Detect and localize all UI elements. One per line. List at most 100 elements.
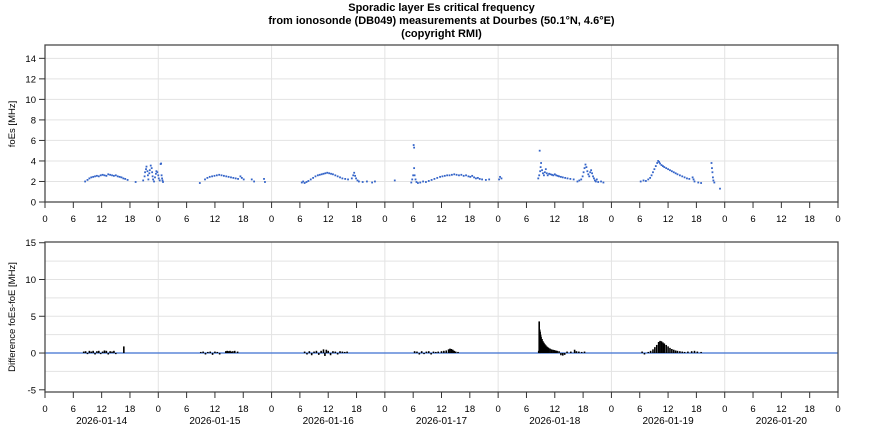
- scatter-point: [688, 178, 691, 180]
- y-tick-label: 5: [31, 312, 36, 323]
- scatter-point: [455, 173, 458, 176]
- date-label: 2026-01-19: [642, 416, 694, 427]
- hour-tick-label: 0: [495, 404, 500, 415]
- scatter-point: [122, 177, 125, 180]
- scatter-point: [371, 181, 374, 184]
- scatter-point: [134, 181, 137, 183]
- scatter-point: [443, 174, 446, 177]
- scatter-point: [595, 178, 598, 181]
- hour-tick-label: 6: [750, 214, 755, 225]
- scatter-point: [105, 174, 108, 177]
- scatter-point: [647, 178, 650, 181]
- scatter-point: [660, 164, 663, 166]
- hour-tick-label: 12: [663, 404, 674, 415]
- scatter-point: [644, 180, 647, 182]
- scatter-point: [227, 175, 230, 178]
- scatter-point: [316, 174, 319, 177]
- scatter-point: [597, 181, 600, 183]
- scatter-point: [552, 174, 555, 177]
- hour-tick-label: 6: [71, 404, 76, 415]
- scatter-point: [541, 169, 543, 172]
- scatter-point: [160, 162, 163, 165]
- scatter-point: [149, 164, 152, 167]
- bottom-panel-frame: [44, 241, 839, 393]
- hour-tick-label: 0: [835, 404, 840, 415]
- scatter-point: [211, 175, 213, 178]
- scatter-point: [537, 177, 540, 180]
- hour-tick-label: 18: [578, 214, 589, 225]
- scatter-point: [642, 179, 645, 182]
- scatter-point: [147, 174, 149, 177]
- scatter-point: [473, 176, 475, 179]
- scatter-point: [710, 162, 713, 164]
- scatter-point: [328, 172, 331, 175]
- scatter-point: [118, 175, 121, 178]
- scatter-point: [307, 180, 310, 182]
- scatter-point: [665, 167, 668, 170]
- scatter-point: [155, 172, 157, 175]
- scatter-point: [157, 177, 160, 180]
- hour-tick-label: 12: [776, 214, 787, 225]
- scatter-point: [639, 180, 642, 183]
- scatter-point: [650, 174, 653, 177]
- scatter-point: [499, 175, 501, 178]
- scatter-point: [600, 180, 602, 183]
- hour-tick-label: 6: [297, 404, 302, 415]
- scatter-point: [582, 171, 585, 174]
- scatter-point: [320, 173, 323, 176]
- scatter-point: [593, 177, 595, 180]
- scatter-point: [225, 175, 228, 178]
- scatter-point: [144, 171, 146, 174]
- scatter-point: [693, 180, 696, 183]
- scatter-point: [576, 180, 579, 183]
- scatter-point: [539, 166, 542, 169]
- scatter-point: [120, 176, 123, 179]
- hour-tick-label: 0: [156, 214, 161, 225]
- scatter-point: [697, 181, 700, 184]
- scatter-point: [422, 180, 424, 183]
- hour-tick-label: 18: [238, 404, 249, 415]
- scatter-point: [147, 178, 150, 181]
- scatter-point: [101, 173, 104, 176]
- hour-tick-label: 6: [184, 214, 189, 225]
- scatter-point: [669, 169, 671, 172]
- scatter-point: [652, 171, 654, 174]
- scatter-point: [544, 168, 547, 171]
- hour-tick-label: 12: [549, 404, 560, 415]
- scatter-point: [146, 170, 149, 173]
- scatter-point: [678, 174, 681, 177]
- scatter-point: [213, 174, 216, 177]
- scatter-point: [581, 175, 584, 178]
- scatter-point: [692, 178, 695, 181]
- y-tick-label: 8: [31, 115, 36, 126]
- scatter-point: [674, 172, 677, 175]
- scatter-point: [500, 177, 503, 180]
- scatter-point: [469, 175, 472, 178]
- scatter-point: [587, 173, 590, 176]
- scatter-point: [204, 178, 206, 181]
- scatter-point: [413, 146, 416, 149]
- scatter-point: [161, 179, 164, 182]
- scatter-point: [602, 181, 605, 184]
- scatter-point: [90, 176, 93, 179]
- scatter-point: [157, 174, 160, 177]
- scatter-point: [162, 181, 164, 183]
- scatter-point: [553, 173, 556, 176]
- scatter-point: [242, 178, 245, 181]
- scatter-point: [326, 171, 329, 174]
- scatter-point: [412, 174, 415, 177]
- scatter-point: [549, 173, 552, 176]
- scatter-point: [357, 180, 360, 183]
- scatter-point: [161, 177, 163, 180]
- y-tick-label: 0: [31, 198, 36, 209]
- hour-tick-label: 0: [609, 214, 614, 225]
- scatter-point: [356, 179, 359, 182]
- scatter-point: [653, 168, 656, 171]
- hour-tick-label: 12: [549, 214, 560, 225]
- scatter-point: [410, 181, 413, 184]
- hour-tick-label: 6: [524, 404, 529, 415]
- scatter-point: [667, 168, 669, 171]
- scatter-point: [411, 178, 414, 181]
- y-tick-label: -5: [28, 385, 36, 396]
- scatter-point: [578, 179, 581, 182]
